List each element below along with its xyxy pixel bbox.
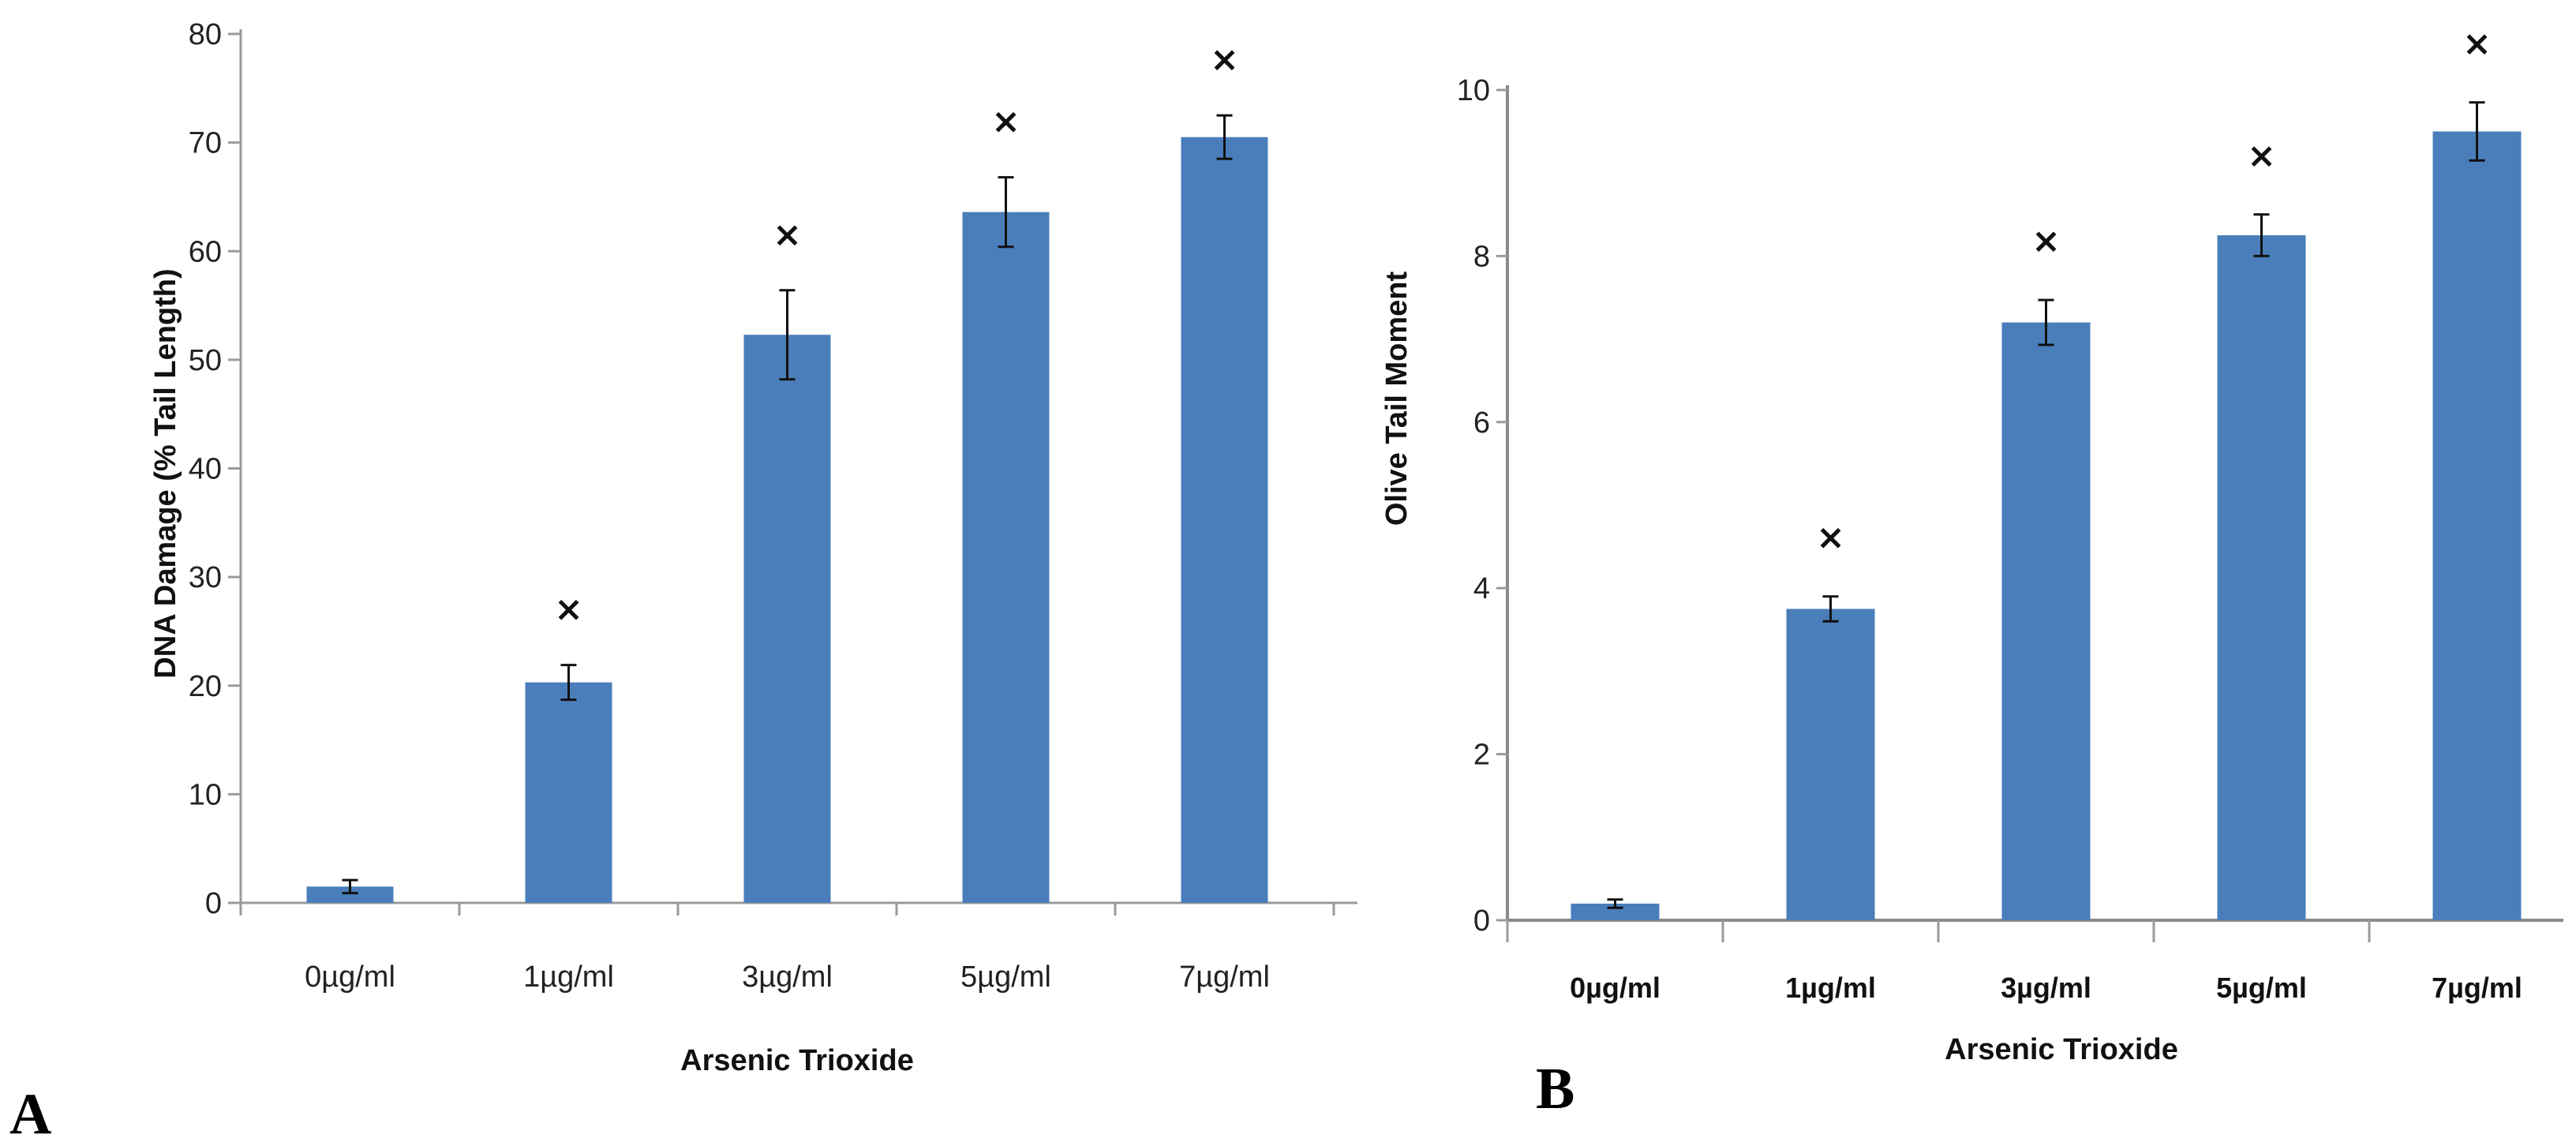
x-tick-label: 7µg/ml [1179, 960, 1270, 994]
bar-1µg/ml [525, 682, 612, 903]
chart-panel-b: 0 2 4 6 8 10 0µg/ml 1µg/ml × 3µg/ml × 5µg/ml × 7µg/m… [1380, 24, 2563, 1121]
bar-5µg/ml [962, 212, 1050, 904]
significance-marker: × [1210, 39, 1239, 80]
y-tick-label: 20 [189, 670, 222, 703]
significance-marker: × [1816, 518, 1845, 558]
chart-b-x-axis-title: Arsenic Trioxide [1945, 1033, 2178, 1066]
bar-1µg/ml [1786, 608, 1875, 920]
significance-marker: × [554, 590, 583, 630]
significance-marker: × [773, 215, 802, 255]
bar-0µg/ml [1571, 903, 1660, 920]
y-tick-label: 30 [189, 561, 222, 594]
x-tick-label: 0µg/ml [1570, 972, 1661, 1004]
y-tick-label: 60 [189, 235, 222, 268]
x-tick-label: 0µg/ml [305, 960, 395, 994]
x-tick-label: 7µg/ml [2432, 972, 2522, 1004]
panel-label-a: A [9, 1082, 51, 1142]
x-tick-label: 1µg/ml [523, 960, 614, 994]
chart-panel-a: 0 10 20 30 40 50 60 70 80 0µg/ml 1µg/ml × 3µg/ml × 5µ… [9, 18, 1357, 1142]
significance-marker: × [2247, 136, 2276, 176]
x-tick-label: 5µg/ml [960, 960, 1051, 994]
y-tick-label: 4 [1473, 572, 1490, 605]
chart-b-y-axis-title: Olive Tail Moment [1380, 271, 1413, 526]
y-tick-label: 40 [189, 453, 222, 486]
x-tick-label: 3µg/ml [2001, 972, 2091, 1004]
x-tick-label: 5µg/ml [2216, 972, 2307, 1004]
y-tick-label: 0 [1473, 904, 1490, 938]
x-tick-label: 3µg/ml [742, 960, 833, 994]
y-tick-label: 8 [1473, 240, 1490, 273]
significance-marker: × [2462, 24, 2492, 64]
bar-7µg/ml [1181, 137, 1268, 903]
y-tick-label: 10 [189, 778, 222, 811]
chart-a-y-axis-title: DNA Damage (% Tail Length) [149, 268, 182, 678]
y-tick-label: 70 [189, 127, 222, 160]
bar-7µg/ml [2432, 131, 2522, 921]
x-tick-label: 1µg/ml [1785, 972, 1876, 1004]
y-tick-label: 10 [1457, 74, 1490, 107]
y-tick-label: 6 [1473, 406, 1490, 440]
y-tick-label: 2 [1473, 739, 1490, 772]
bar-3µg/ml [2001, 322, 2091, 920]
bar-3µg/ml [743, 335, 831, 903]
chart-a-x-axis-title: Arsenic Trioxide [680, 1044, 914, 1077]
y-tick-label: 0 [205, 887, 222, 920]
y-tick-label: 50 [189, 344, 222, 377]
significance-marker: × [991, 102, 1020, 142]
significance-marker: × [2031, 221, 2061, 261]
bar-0µg/ml [306, 886, 394, 903]
bar-5µg/ml [2217, 235, 2306, 921]
y-tick-label: 80 [189, 18, 222, 51]
panel-label-b: B [1536, 1057, 1574, 1121]
